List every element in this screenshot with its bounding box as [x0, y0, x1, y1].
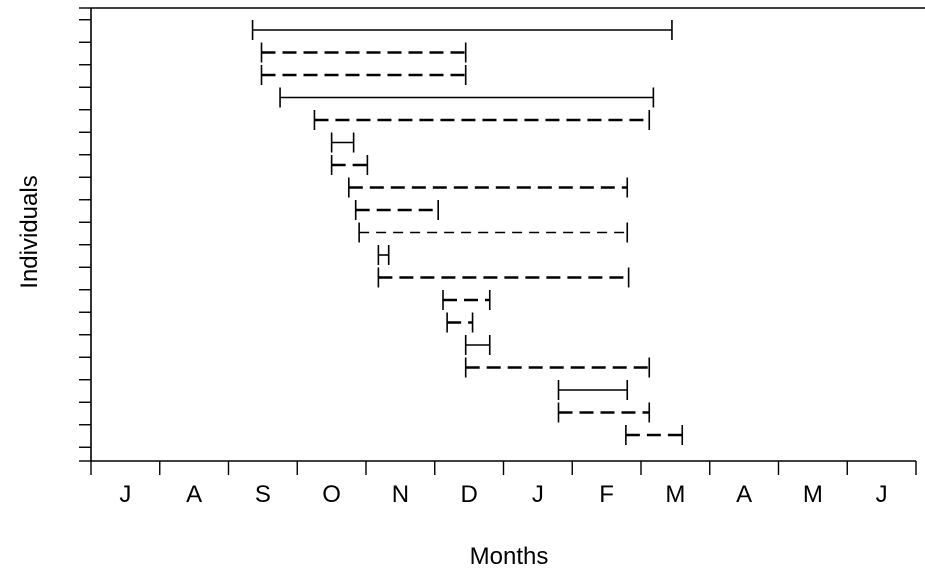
x-tick-label: S [255, 481, 271, 508]
y-axis-title: Individuals [16, 175, 43, 288]
x-tick-label: M [803, 481, 823, 508]
y-ticks [79, 7, 91, 462]
x-tick-label: J [876, 481, 888, 508]
x-tick-label: N [392, 481, 409, 508]
x-tick-label: A [736, 481, 752, 508]
x-tick-label: J [532, 481, 544, 508]
x-tick-label: M [665, 481, 685, 508]
x-tick-label: O [322, 481, 341, 508]
intervals [251, 20, 684, 445]
x-ticks [90, 461, 917, 475]
x-axis-title: Months [470, 543, 549, 570]
x-tick-label: A [186, 481, 202, 508]
x-tick-label: F [599, 481, 614, 508]
x-tick-label: D [460, 481, 477, 508]
x-tick-label: J [119, 481, 131, 508]
